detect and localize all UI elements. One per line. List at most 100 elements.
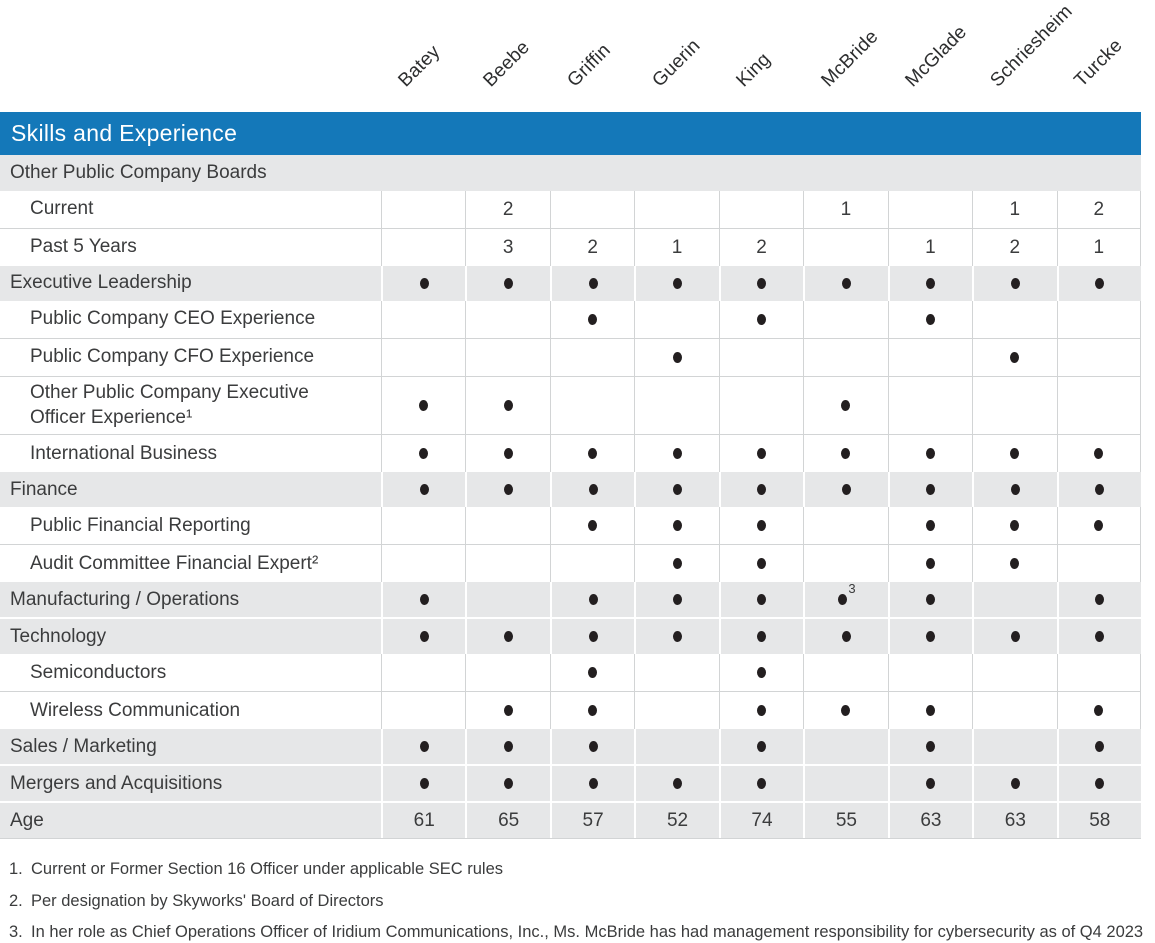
dot-icon (925, 558, 935, 570)
matrix-cell: 63 (972, 803, 1056, 839)
dot-icon (1095, 778, 1105, 790)
table-row: Age 61 65 57 52 74 55 63 63 58 (0, 801, 1141, 839)
matrix-cell (972, 266, 1056, 301)
dot-icon (673, 631, 683, 643)
matrix-cell (887, 339, 972, 376)
dot-icon (1010, 778, 1020, 790)
dot-icon (588, 705, 598, 717)
dot-icon (419, 594, 429, 606)
matrix-cell (718, 377, 803, 435)
matrix-cell (718, 191, 803, 228)
dot-icon (504, 741, 514, 753)
dot-icon (926, 484, 936, 496)
dot-icon (841, 400, 851, 412)
matrix-cell (465, 619, 549, 655)
matrix-cell (803, 692, 887, 730)
footnote: 2. Per designation by Skyworks' Board of … (9, 890, 1150, 912)
matrix-cell (634, 435, 718, 473)
dot-icon (925, 314, 935, 325)
matrix-cell (803, 229, 887, 266)
matrix-cell (549, 545, 634, 583)
matrix-cell (549, 301, 634, 338)
matrix-cell (887, 654, 972, 692)
matrix-cell (1056, 507, 1141, 545)
matrix-cell (549, 507, 634, 545)
matrix-cell (381, 377, 465, 435)
matrix-cell (803, 729, 887, 765)
matrix-cell (1056, 654, 1141, 692)
matrix-cell (1056, 472, 1141, 508)
dot-icon (1010, 631, 1020, 643)
matrix-cell (887, 692, 972, 730)
dot-icon (588, 314, 598, 325)
table-row: Public Financial Reporting (0, 507, 1141, 545)
table-row: Other Public Company Executive Officer E… (0, 376, 1141, 435)
matrix-cell (718, 507, 803, 545)
row-label: Current (30, 198, 94, 220)
table-row: Mergers and Acquisitions (0, 764, 1141, 802)
dot-icon (1094, 448, 1104, 460)
matrix-cell (465, 766, 549, 802)
matrix-cell (381, 766, 465, 802)
matrix-cell (718, 619, 803, 655)
matrix-cell (887, 729, 972, 765)
matrix-cell (972, 377, 1056, 435)
dot-icon (756, 314, 766, 325)
dot-icon (419, 400, 429, 412)
matrix-cell: 2 (465, 191, 549, 228)
dot-icon (841, 705, 851, 717)
matrix-cell: 1 (634, 229, 718, 266)
table-row: Semiconductors (0, 654, 1141, 692)
matrix-cell (718, 545, 803, 583)
dot-icon (504, 778, 514, 790)
dot-icon (1010, 484, 1020, 496)
dot-icon (1010, 520, 1020, 532)
matrix-cell (465, 266, 549, 301)
dot-icon (925, 448, 935, 460)
matrix-cell: 2 (549, 229, 634, 266)
matrix-cell (718, 339, 803, 376)
matrix-cell (634, 191, 718, 228)
matrix-cell (972, 766, 1056, 802)
matrix-cell (972, 435, 1056, 473)
dot-icon (672, 352, 682, 363)
matrix-cell (887, 766, 972, 802)
row-label: Past 5 Years (30, 236, 137, 258)
matrix-cell (1056, 729, 1141, 765)
matrix-cell: 55 (803, 803, 887, 839)
dot-icon (503, 400, 513, 412)
matrix-cell (634, 339, 718, 376)
row-label: Public Company CEO Experience (30, 308, 316, 330)
row-label: Executive Leadership (10, 272, 192, 294)
dot-icon (756, 705, 766, 717)
matrix-cell (803, 435, 887, 473)
dot-icon (419, 484, 429, 496)
matrix-cell (803, 654, 887, 692)
row-label: Sales / Marketing (10, 735, 157, 757)
matrix-cell (718, 582, 803, 618)
matrix-cell (634, 545, 718, 583)
matrix-cell: 52 (634, 803, 718, 839)
table-row: Public Company CFO Experience (0, 338, 1141, 376)
table-row: Technology (0, 617, 1141, 655)
matrix-cell: 2 (718, 229, 803, 266)
dot-icon (588, 278, 598, 289)
matrix-cell (718, 301, 803, 338)
matrix-cell (381, 191, 465, 228)
table-row: Manufacturing / Operations 3 (0, 582, 1141, 618)
matrix-cell (634, 729, 718, 765)
dot-icon (503, 448, 513, 460)
dot-icon (925, 705, 935, 717)
matrix-cell: 1 (972, 191, 1056, 228)
matrix-cell (803, 507, 887, 545)
row-label: International Business (30, 442, 217, 464)
dot-icon (757, 778, 767, 790)
row-label: Other Public Company Executive Officer E… (30, 382, 309, 428)
matrix-cell (1056, 582, 1141, 618)
table-row: Audit Committee Financial Expert² (0, 544, 1141, 583)
dot-icon (757, 741, 767, 753)
matrix-cell (381, 582, 465, 618)
dot-icon (673, 484, 683, 496)
matrix-cell (1056, 435, 1141, 473)
matrix-cell (549, 191, 634, 228)
